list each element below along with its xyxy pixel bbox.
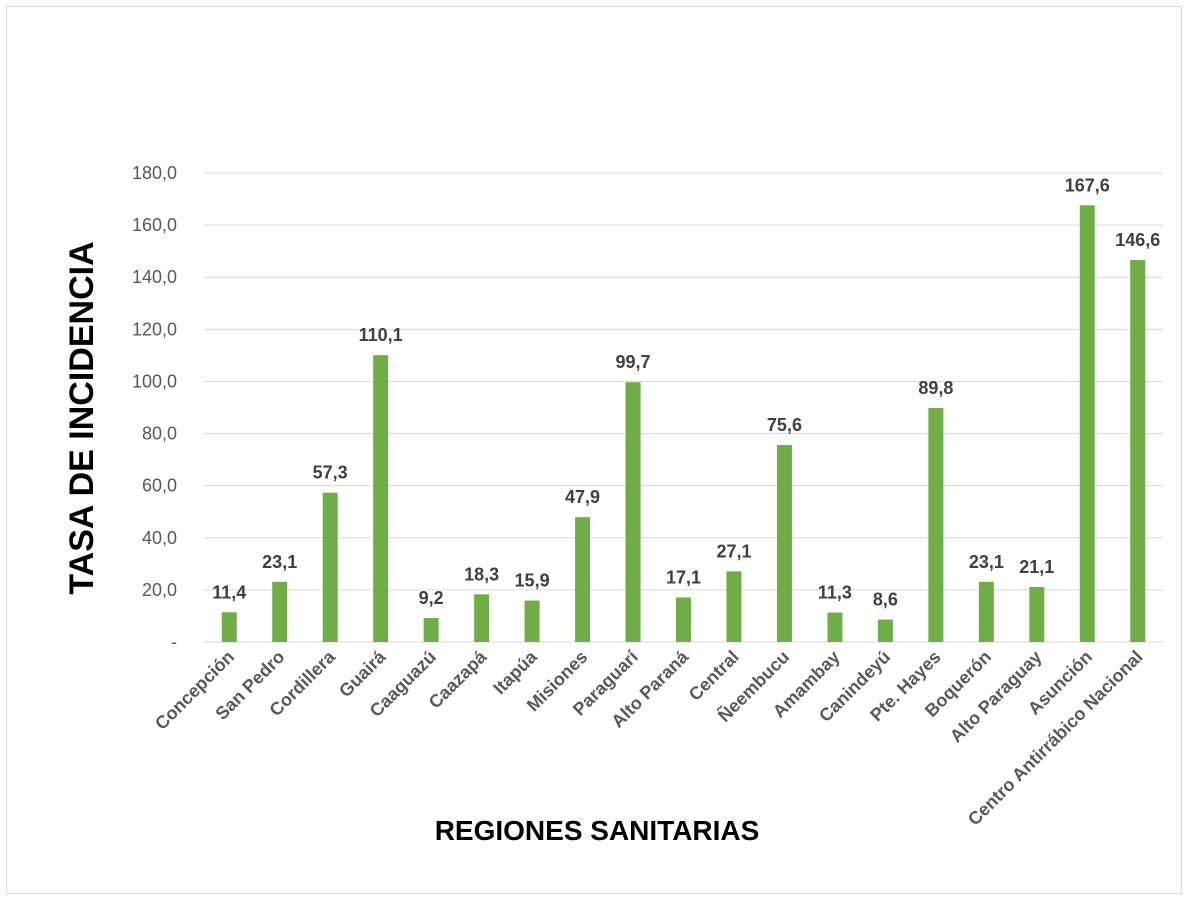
- data-label: 47,9: [565, 487, 600, 507]
- y-tick-label: -: [171, 632, 177, 652]
- data-label: 75,6: [767, 415, 802, 435]
- bar: [827, 612, 843, 642]
- bar: [524, 600, 540, 642]
- y-tick-label: 60,0: [142, 476, 177, 496]
- data-label: 15,9: [515, 571, 550, 591]
- y-tick-label: 40,0: [142, 528, 177, 548]
- bars: [221, 205, 1146, 642]
- bar: [877, 619, 893, 642]
- bar: [423, 618, 439, 642]
- data-label: 146,6: [1115, 230, 1160, 250]
- data-label: 11,4: [212, 582, 246, 602]
- data-labels: 11,4 23,1 57,3 110,1 9,2 18,3 15,9 47,9 99,7 17,1…: [212, 175, 1160, 609]
- bar: [1130, 260, 1146, 642]
- data-label: 57,3: [313, 463, 348, 483]
- data-label: 18,3: [464, 564, 499, 584]
- y-tick-label: 20,0: [142, 580, 177, 600]
- data-label: 17,1: [666, 567, 701, 587]
- data-label: 23,1: [262, 552, 297, 572]
- data-label: 9,2: [419, 588, 444, 608]
- y-tick-label: 140,0: [132, 267, 177, 287]
- y-tick-label: 160,0: [132, 215, 177, 235]
- data-label: 27,1: [716, 541, 751, 561]
- bar: [1029, 587, 1045, 642]
- bar: [625, 382, 641, 642]
- data-label: 89,8: [918, 378, 953, 398]
- bar: [1079, 205, 1095, 642]
- data-label: 99,7: [616, 352, 651, 372]
- data-label: 23,1: [969, 552, 1004, 572]
- gridlines: [204, 172, 1163, 643]
- data-label: 8,6: [873, 590, 898, 610]
- data-label: 110,1: [359, 325, 403, 345]
- bar: [726, 571, 742, 642]
- bar: [221, 612, 237, 642]
- bar: [322, 492, 338, 642]
- y-tick-label: 80,0: [142, 424, 177, 444]
- bar: [928, 408, 944, 642]
- bar: [373, 355, 389, 642]
- x-axis-title: REGIONES SANITARIAS: [435, 815, 760, 846]
- y-tick-label: 180,0: [132, 163, 177, 183]
- y-tick-label: 100,0: [132, 371, 177, 391]
- bar: [978, 581, 994, 642]
- data-label: 11,3: [818, 583, 852, 603]
- y-axis-title: TASA DE INCIDENCIA: [63, 241, 101, 594]
- bar: [575, 517, 591, 642]
- bar: [776, 445, 792, 642]
- bar: [272, 581, 288, 642]
- y-tick-label: 120,0: [132, 319, 177, 339]
- y-axis-ticks: - 20,0 40,0 60,0 80,0 100,0 120,0 140,0 160,0 180…: [132, 163, 177, 652]
- bar: [676, 597, 691, 642]
- bar: [474, 594, 490, 642]
- x-tick-label: Alto Paraguay: [946, 647, 1046, 747]
- chart-frame: [6, 6, 1182, 894]
- data-label: 167,6: [1065, 175, 1110, 195]
- data-label: 21,1: [1019, 557, 1054, 577]
